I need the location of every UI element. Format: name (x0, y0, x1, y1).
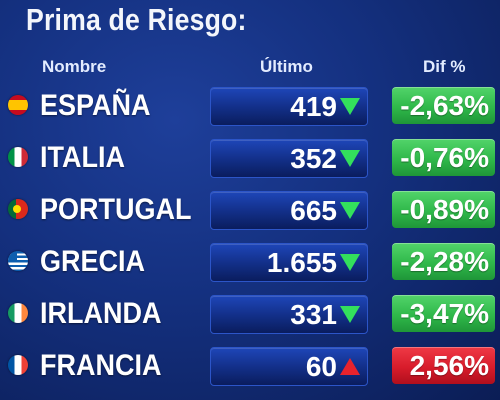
up-arrow-icon (340, 358, 360, 375)
france-flag-icon (8, 355, 28, 375)
change-badge: -3,47% (392, 295, 495, 332)
board-title: Prima de Riesgo: (26, 2, 247, 37)
country-name: FRANCIA (40, 349, 162, 382)
column-header-dif: Dif % (423, 57, 466, 76)
column-header-name: Nombre (42, 57, 107, 76)
last-value-box: 419 (210, 87, 368, 126)
change-badge: -2,28% (392, 243, 495, 280)
greece-flag-icon (8, 251, 28, 271)
change-value: -2,63% (400, 90, 489, 121)
last-value: 419 (290, 91, 337, 122)
change-value: -2,28% (400, 246, 489, 277)
change-value: 2,56% (409, 350, 489, 381)
change-value: -3,47% (400, 298, 489, 329)
last-value-box: 352 (210, 139, 368, 178)
ireland-flag-icon (8, 303, 28, 323)
down-arrow-icon (340, 150, 360, 167)
change-badge: -0,76% (392, 139, 495, 176)
country-name: ESPAÑA (40, 89, 151, 122)
last-value: 1.655 (266, 247, 337, 278)
down-arrow-icon (340, 202, 360, 219)
country-name: GRECIA (40, 245, 146, 278)
change-badge: 2,56% (392, 347, 495, 384)
table-row: GRECIA 1.655 -2,28% (0, 240, 500, 284)
table-row: PORTUGAL 665 -0,89% (0, 188, 500, 232)
table-row: FRANCIA 60 2,56% (0, 344, 500, 388)
table-row: ESPAÑA 419 -2,63% (0, 84, 500, 128)
last-value-box: 665 (210, 191, 368, 230)
last-value-box: 331 (210, 295, 368, 334)
down-arrow-icon (340, 254, 360, 271)
column-header-last: Último (260, 57, 313, 76)
country-name: ITALIA (40, 141, 125, 174)
change-badge: -0,89% (392, 191, 495, 228)
table-row: IRLANDA 331 -3,47% (0, 292, 500, 336)
change-badge: -2,63% (392, 87, 495, 124)
country-name: IRLANDA (40, 297, 162, 330)
table-row: ITALIA 352 -0,76% (0, 136, 500, 180)
portugal-flag-icon (8, 199, 28, 219)
last-value: 60 (305, 351, 337, 382)
last-value: 665 (290, 195, 337, 226)
down-arrow-icon (340, 98, 360, 115)
last-value-box: 1.655 (210, 243, 368, 282)
spain-flag-icon (8, 95, 28, 115)
italy-flag-icon (8, 147, 28, 167)
last-value: 331 (290, 299, 337, 330)
last-value: 352 (290, 143, 337, 174)
down-arrow-icon (340, 306, 360, 323)
change-value: -0,89% (400, 194, 489, 225)
last-value-box: 60 (210, 347, 368, 386)
country-name: PORTUGAL (40, 193, 192, 226)
change-value: -0,76% (400, 142, 489, 173)
